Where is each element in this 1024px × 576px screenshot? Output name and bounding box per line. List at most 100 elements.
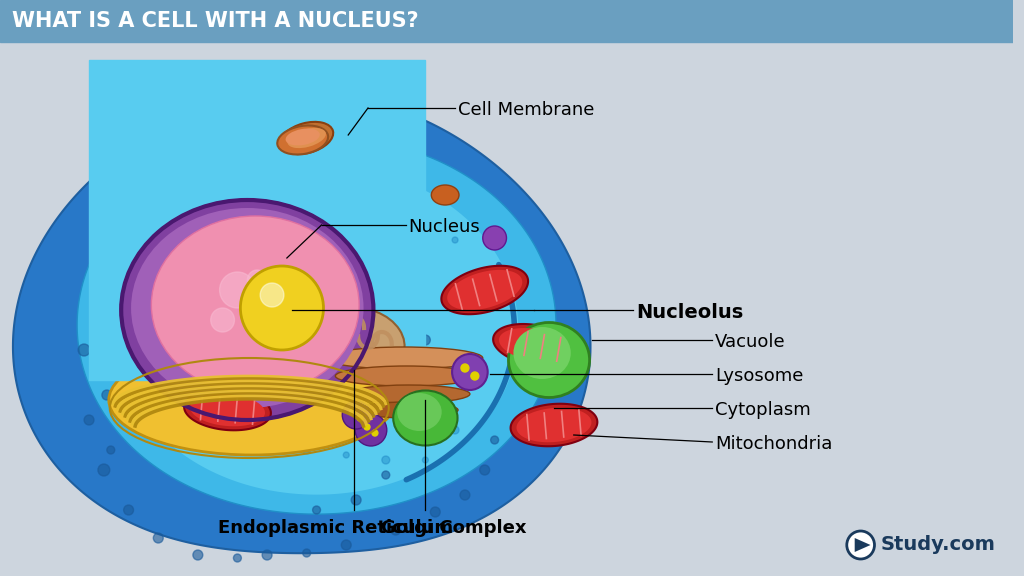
Circle shape (445, 405, 455, 415)
Text: Endoplasmic Reticulum: Endoplasmic Reticulum (218, 519, 453, 537)
Circle shape (260, 283, 284, 307)
Circle shape (436, 366, 444, 374)
Circle shape (233, 554, 242, 562)
Circle shape (110, 306, 118, 314)
Circle shape (274, 442, 280, 448)
Circle shape (124, 230, 133, 240)
Polygon shape (494, 324, 575, 366)
Text: Study.com: Study.com (881, 536, 995, 555)
Circle shape (241, 266, 324, 350)
Text: Nucleolus: Nucleolus (636, 302, 743, 321)
Ellipse shape (397, 393, 441, 431)
Text: Cytoplasm: Cytoplasm (715, 401, 811, 419)
Circle shape (257, 305, 287, 335)
Bar (89, 60, 425, 380)
Circle shape (154, 180, 163, 190)
Circle shape (452, 237, 458, 243)
Circle shape (421, 335, 430, 345)
Circle shape (349, 409, 355, 415)
Circle shape (355, 414, 387, 446)
Polygon shape (447, 270, 522, 310)
Circle shape (452, 354, 487, 390)
Circle shape (452, 426, 459, 434)
Circle shape (185, 437, 190, 443)
Circle shape (303, 446, 310, 454)
Ellipse shape (328, 309, 404, 372)
Circle shape (211, 308, 234, 332)
Text: Nucleus: Nucleus (409, 218, 480, 236)
Circle shape (342, 401, 370, 429)
Ellipse shape (335, 366, 478, 386)
Ellipse shape (355, 402, 458, 418)
Circle shape (847, 531, 874, 559)
Circle shape (342, 144, 350, 152)
Circle shape (461, 364, 469, 372)
Polygon shape (511, 404, 597, 446)
Ellipse shape (347, 385, 470, 403)
Circle shape (372, 430, 378, 436)
Circle shape (193, 155, 203, 165)
Text: Vacuole: Vacuole (715, 333, 785, 351)
Ellipse shape (288, 128, 326, 148)
Circle shape (343, 452, 349, 458)
Circle shape (391, 525, 400, 535)
Circle shape (382, 456, 390, 464)
Polygon shape (499, 328, 569, 362)
Circle shape (312, 506, 321, 514)
Circle shape (154, 533, 163, 543)
Text: Cell Membrane: Cell Membrane (458, 101, 594, 119)
Circle shape (303, 549, 310, 557)
Polygon shape (13, 92, 591, 553)
Text: Mitochondria: Mitochondria (715, 435, 833, 453)
Circle shape (480, 465, 489, 475)
Ellipse shape (393, 391, 458, 445)
Circle shape (194, 391, 202, 399)
Circle shape (471, 306, 479, 314)
Circle shape (482, 226, 507, 250)
Circle shape (382, 471, 390, 479)
Circle shape (98, 464, 110, 476)
Bar (0, 0, 1013, 42)
Text: Golgi Complex: Golgi Complex (381, 519, 526, 537)
Circle shape (471, 372, 479, 380)
Ellipse shape (513, 327, 570, 379)
Circle shape (193, 550, 203, 560)
Ellipse shape (109, 345, 395, 455)
Ellipse shape (131, 208, 364, 408)
Circle shape (102, 390, 112, 400)
Circle shape (467, 367, 473, 373)
Ellipse shape (278, 126, 328, 154)
Circle shape (365, 424, 370, 430)
Circle shape (78, 344, 90, 356)
Circle shape (430, 507, 440, 517)
Circle shape (84, 415, 94, 425)
Ellipse shape (431, 185, 459, 205)
Circle shape (262, 550, 272, 560)
Polygon shape (115, 165, 518, 495)
Circle shape (94, 275, 103, 285)
Text: Lysosome: Lysosome (715, 367, 804, 385)
Circle shape (373, 157, 379, 163)
Ellipse shape (281, 122, 333, 154)
Circle shape (490, 436, 499, 444)
Circle shape (248, 270, 267, 290)
Circle shape (357, 415, 364, 421)
Polygon shape (855, 538, 870, 552)
Polygon shape (441, 266, 528, 314)
Polygon shape (77, 136, 556, 514)
Circle shape (412, 206, 420, 214)
Circle shape (219, 272, 255, 308)
Ellipse shape (121, 200, 374, 420)
Ellipse shape (286, 128, 319, 146)
Ellipse shape (325, 347, 482, 369)
Ellipse shape (509, 323, 590, 397)
Circle shape (423, 457, 428, 463)
Circle shape (460, 490, 470, 500)
Circle shape (351, 495, 361, 505)
Circle shape (383, 187, 389, 193)
Polygon shape (516, 408, 592, 442)
Circle shape (124, 505, 133, 515)
Text: WHAT IS A CELL WITH A NUCLEUS?: WHAT IS A CELL WITH A NUCLEUS? (12, 11, 419, 31)
Circle shape (341, 540, 351, 550)
Polygon shape (190, 394, 265, 426)
